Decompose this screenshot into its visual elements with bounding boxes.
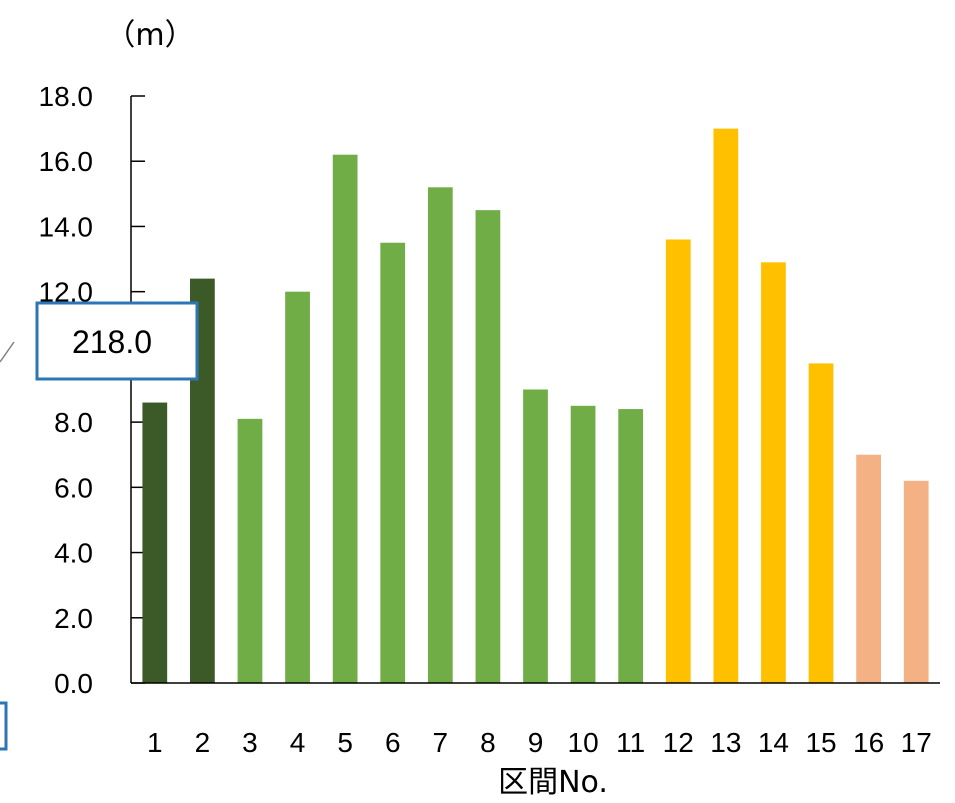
- y-tick-label: 4.0: [54, 538, 93, 569]
- callout-leader-line: [0, 341, 15, 363]
- x-tick-label: 8: [480, 727, 496, 758]
- x-tick-label: 12: [663, 727, 694, 758]
- y-tick-label: 8.0: [54, 407, 93, 438]
- x-tick-label: 7: [433, 727, 449, 758]
- y-tick-label: 16.0: [39, 146, 94, 177]
- value-callout-text: 218.0: [72, 324, 152, 360]
- value-callout: 218.0: [35, 301, 199, 381]
- x-tick-label: 10: [568, 727, 599, 758]
- bar: [713, 128, 739, 684]
- x-tick-label: 11: [616, 727, 645, 758]
- bar: [427, 187, 453, 684]
- x-tick-label: 5: [337, 727, 353, 758]
- x-tick-label: 2: [195, 727, 211, 758]
- y-axis-unit-label: （m）: [105, 18, 194, 53]
- y-tick-label: 0.0: [54, 668, 93, 699]
- partial-callout-box: [0, 701, 8, 751]
- bar: [237, 418, 263, 683]
- x-tick-label: 16: [853, 727, 884, 758]
- bar: [665, 239, 691, 683]
- value-callout-box: [35, 301, 199, 381]
- x-tick-label: 13: [710, 727, 741, 758]
- y-tick-label: 2.0: [54, 603, 93, 634]
- y-tick-label: 18.0: [39, 81, 94, 112]
- bar: [570, 405, 596, 683]
- bar: [285, 291, 310, 683]
- x-tick-label: 14: [758, 727, 789, 758]
- bar: [380, 242, 406, 683]
- y-tick-label: 6.0: [54, 472, 93, 503]
- bar: [142, 402, 168, 683]
- x-tick-label: 4: [290, 727, 306, 758]
- bar: [475, 210, 501, 683]
- bars: [142, 128, 929, 684]
- bar: [523, 389, 548, 683]
- y-axis: 0.02.04.06.08.010.012.014.016.018.0: [39, 81, 145, 699]
- bar: [618, 409, 644, 683]
- bar: [808, 363, 834, 683]
- x-axis-title: 区間No.: [498, 765, 608, 800]
- y-tick-label: 14.0: [39, 211, 94, 242]
- x-tick-label: 6: [385, 727, 401, 758]
- x-tick-label: 9: [528, 727, 544, 758]
- x-tick-label: 3: [242, 727, 258, 758]
- bar: [856, 454, 881, 683]
- x-tick-label: 15: [805, 727, 836, 758]
- bar: [332, 154, 358, 683]
- bar: [903, 480, 929, 683]
- x-tick-label: 17: [901, 727, 932, 758]
- x-axis: 1 2 3 4 5 6 7 8 9 10 11 12 13 14 15 16 17: [131, 682, 940, 758]
- x-tick-label: 1: [147, 727, 163, 758]
- bar: [761, 262, 786, 683]
